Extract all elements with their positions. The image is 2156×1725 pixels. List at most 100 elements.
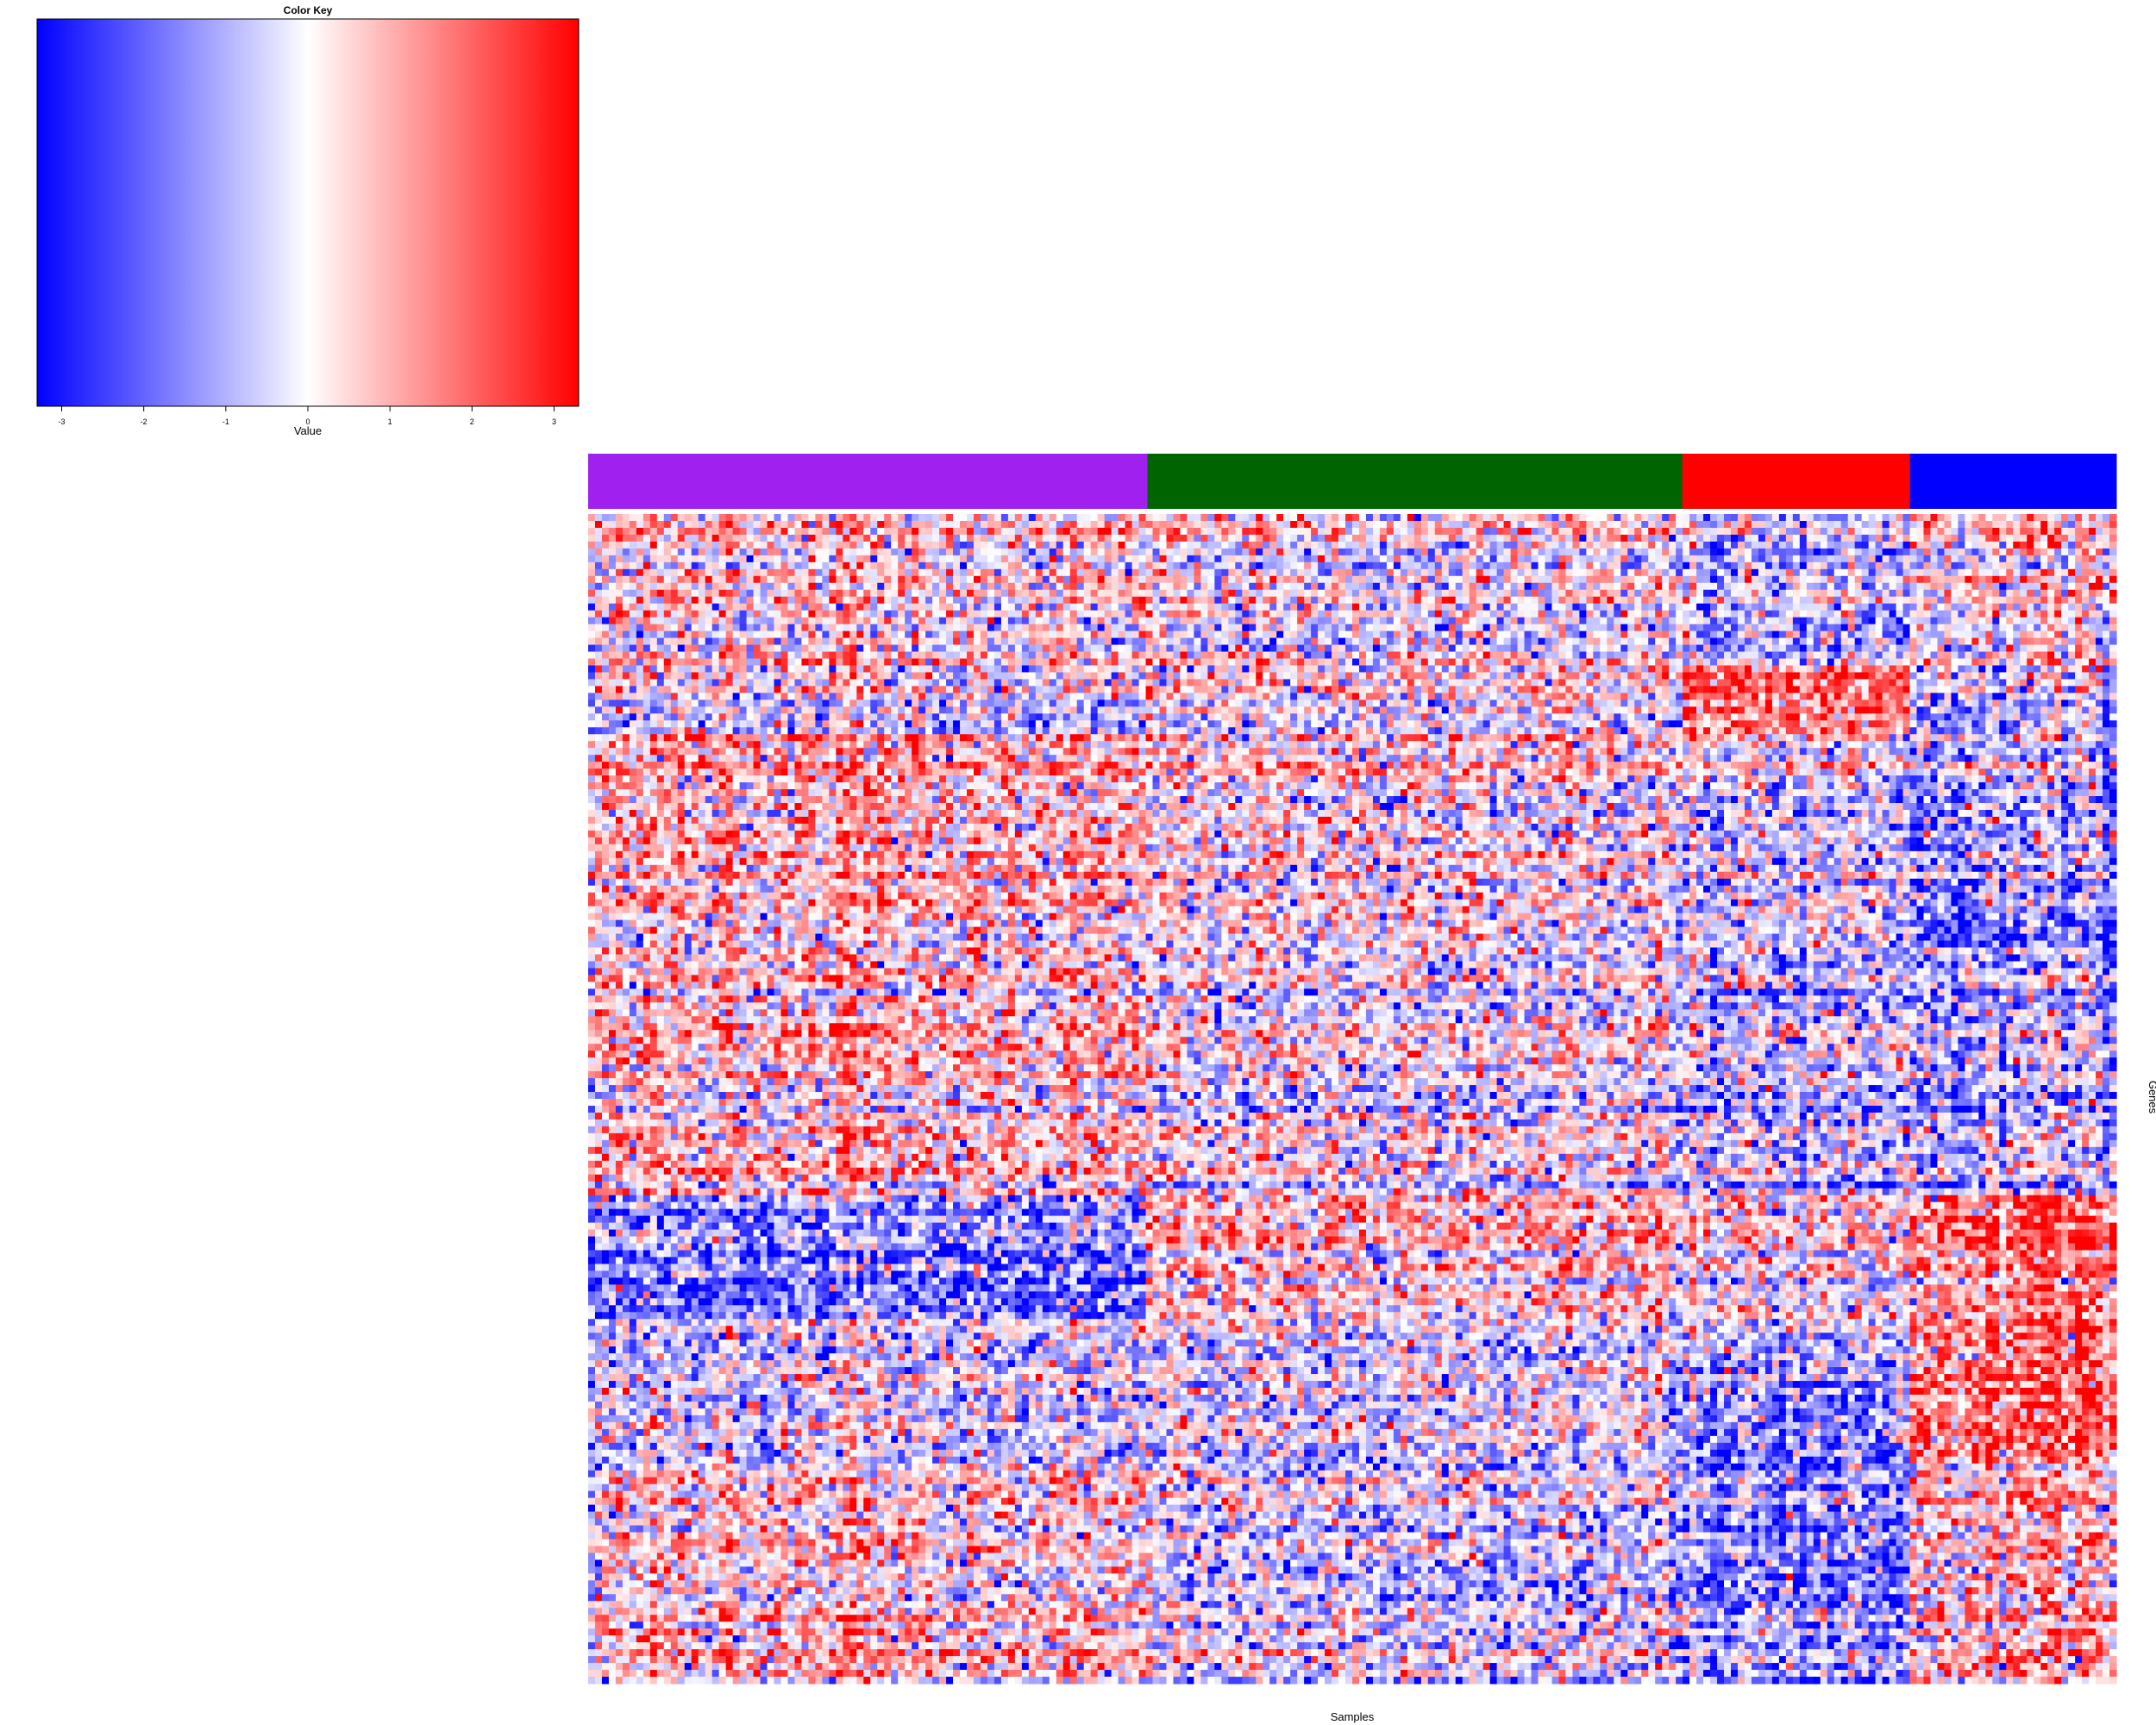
- heatmap-cell: [843, 535, 850, 543]
- heatmap-cell: [856, 528, 864, 536]
- heatmap-cell: [1105, 521, 1112, 529]
- heatmap-cell: [1338, 549, 1346, 556]
- heatmap-cell: [1125, 542, 1133, 549]
- heatmap-cell: [1978, 549, 1986, 556]
- heatmap-cell: [1634, 528, 1642, 536]
- heatmap-cell: [623, 521, 630, 529]
- heatmap-cell: [1758, 528, 1766, 536]
- heatmap-cell: [1600, 528, 1608, 536]
- heatmap-cell: [1999, 542, 2007, 549]
- heatmap-cell: [1641, 528, 1649, 536]
- heatmap-cell: [650, 549, 658, 556]
- heatmap-cell: [588, 528, 596, 536]
- heatmap-cell: [712, 542, 720, 549]
- heatmap-cell: [650, 555, 658, 563]
- heatmap-cell: [609, 514, 617, 522]
- heatmap-cell: [1572, 514, 1580, 522]
- heatmap-cell: [1345, 542, 1353, 549]
- heatmap-cell: [1476, 549, 1484, 556]
- heatmap-cell: [1139, 535, 1147, 543]
- heatmap-cell: [2082, 542, 2090, 549]
- heatmap-cell: [754, 521, 761, 529]
- heatmap-cell: [1112, 535, 1119, 543]
- heatmap-cell: [1965, 514, 1972, 522]
- heatmap-cell: [609, 521, 617, 529]
- heatmap-cell: [1056, 549, 1064, 556]
- heatmap-cell: [705, 514, 713, 522]
- heatmap-cell: [1807, 542, 1814, 549]
- heatmap-cell: [1896, 528, 1904, 536]
- heatmap-cell: [1153, 528, 1161, 536]
- heatmap-cell: [768, 535, 775, 543]
- heatmap-cell: [2089, 528, 2096, 536]
- heatmap-cell: [863, 521, 871, 529]
- heatmap-cell: [1435, 521, 1443, 529]
- heatmap-cell: [1511, 514, 1519, 522]
- heatmap-cell: [2040, 549, 2048, 556]
- heatmap-cell: [1297, 521, 1305, 529]
- heatmap-cell: [1752, 535, 1759, 543]
- heatmap-cell: [1008, 535, 1016, 543]
- heatmap-cell: [1965, 535, 1972, 543]
- column-group-2: [1148, 454, 1683, 509]
- heatmap-cell: [974, 528, 981, 536]
- heatmap-cell: [1414, 535, 1422, 543]
- heatmap-cell: [849, 549, 857, 556]
- heatmap-cell: [1304, 535, 1312, 543]
- heatmap-cell: [1490, 514, 1498, 522]
- color-key-tick-label: 3: [552, 417, 556, 426]
- heatmap-cell: [808, 542, 816, 549]
- heatmap-cell: [1779, 549, 1787, 556]
- heatmap-cell: [849, 535, 857, 543]
- heatmap-cell: [1724, 535, 1732, 543]
- heatmap-cell: [1119, 549, 1126, 556]
- heatmap-cell: [1497, 549, 1505, 556]
- heatmap-cell: [2068, 549, 2076, 556]
- heatmap-cell: [960, 528, 968, 536]
- heatmap-cell: [1146, 549, 1154, 556]
- heatmap-cell: [1924, 521, 1932, 529]
- heatmap-cell: [712, 521, 720, 529]
- heatmap-cell: [884, 542, 892, 549]
- heatmap-cell: [1890, 528, 1897, 536]
- heatmap-cell: [2013, 521, 2021, 529]
- heatmap-cell: [1937, 528, 1945, 536]
- heatmap-cell: [1910, 542, 1918, 549]
- heatmap-cell: [2096, 535, 2103, 543]
- heatmap-cell: [1214, 514, 1222, 522]
- heatmap-cell: [1139, 549, 1147, 556]
- heatmap-cell: [1786, 521, 1794, 529]
- heatmap-cell: [726, 535, 734, 543]
- heatmap-cell: [2061, 521, 2069, 529]
- heatmap-cell: [1325, 514, 1332, 522]
- heatmap-cell: [1924, 535, 1932, 543]
- heatmap-cell: [967, 549, 975, 556]
- heatmap-cell: [1910, 521, 1918, 529]
- heatmap-cell: [822, 528, 830, 536]
- heatmap-cell: [1532, 535, 1539, 543]
- heatmap-cell: [1249, 549, 1257, 556]
- heatmap-cell: [1834, 535, 1842, 543]
- heatmap-cell: [616, 549, 624, 556]
- heatmap-cell: [836, 549, 843, 556]
- heatmap-cell: [705, 549, 713, 556]
- heatmap-cell: [1207, 535, 1215, 543]
- heatmap-cell: [1951, 535, 1959, 543]
- heatmap-cell: [1456, 514, 1463, 522]
- heatmap-cell: [1091, 549, 1099, 556]
- heatmap-cell: [1944, 535, 1952, 543]
- heatmap-cell: [1194, 535, 1201, 543]
- heatmap-cell: [1359, 549, 1367, 556]
- heatmap-cell: [1545, 514, 1553, 522]
- heatmap-cell: [1098, 549, 1106, 556]
- heatmap-cell: [1641, 514, 1649, 522]
- heatmap-cell: [891, 521, 899, 529]
- heatmap-cell: [1132, 542, 1140, 549]
- heatmap-cell: [987, 542, 995, 549]
- heatmap-cell: [1421, 542, 1429, 549]
- heatmap-cell: [1311, 535, 1319, 543]
- heatmap-cell: [1841, 549, 1849, 556]
- heatmap-cell: [981, 521, 988, 529]
- heatmap-cell: [1525, 542, 1532, 549]
- heatmap-cell: [939, 514, 947, 522]
